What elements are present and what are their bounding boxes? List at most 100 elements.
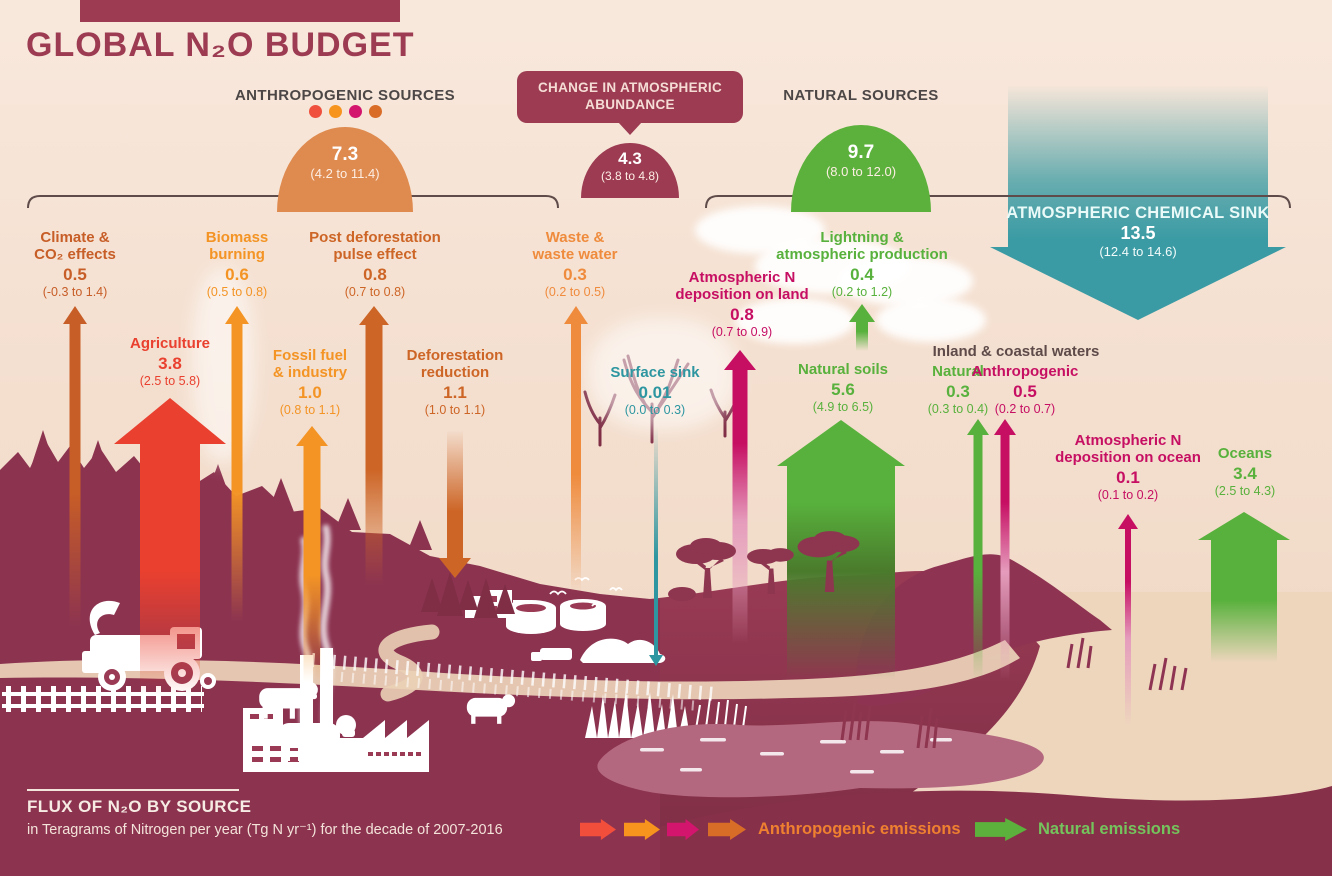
waste-truck bbox=[531, 638, 666, 663]
atmospheric-change-range: (3.8 to 4.8) bbox=[600, 169, 660, 183]
legend-arrow-magenta bbox=[667, 819, 699, 840]
legend-arrow-dark-orange bbox=[708, 819, 746, 840]
sink-value: 13.5 bbox=[1120, 223, 1156, 243]
cloud bbox=[735, 298, 855, 344]
flux-label-oceans: Oceans 3.4 (2.5 to 4.3) bbox=[1180, 445, 1310, 498]
dot-magenta bbox=[349, 105, 362, 118]
legend-arrow-orange bbox=[624, 819, 660, 840]
flux-range: (0.2 to 0.5) bbox=[544, 284, 606, 299]
crop-rows-2 bbox=[329, 671, 701, 711]
headland-grass bbox=[1066, 637, 1188, 691]
caption-divider bbox=[27, 789, 239, 791]
flux-range: (0.2 to 1.2) bbox=[831, 284, 893, 299]
flux-value: 3.4 bbox=[1233, 463, 1257, 483]
flux-value: 0.01 bbox=[638, 382, 672, 402]
flux-label-lightning: Lightning & atmospheric production 0.4 (0… bbox=[747, 229, 977, 299]
flux-label-waste-waste-water: Waste & waste water 0.3 (0.2 to 0.5) bbox=[500, 229, 650, 299]
pond-reeds bbox=[840, 701, 939, 749]
flux-label-inland-natural: Natural 0.3 (0.3 to 0.4) bbox=[903, 363, 1013, 416]
flux-value: 0.6 bbox=[225, 264, 249, 284]
flux-range: (0.2 to 0.7) bbox=[994, 401, 1056, 416]
road bbox=[0, 640, 1020, 700]
flux-label-fossil-fuel-industry: Fossil fuel & industry 1.0 (0.8 to 1.1) bbox=[235, 347, 385, 417]
bubble-line1: CHANGE IN ATMOSPHERIC bbox=[537, 80, 723, 96]
flux-range: (0.1 to 0.2) bbox=[1097, 487, 1159, 502]
page-title: GLOBAL N₂O BUDGET bbox=[26, 26, 415, 64]
flux-value: 1.0 bbox=[298, 382, 322, 402]
flux-value: 0.3 bbox=[563, 264, 587, 284]
flux-value: 5.6 bbox=[831, 379, 855, 399]
sheep bbox=[466, 694, 516, 724]
natural-soils-arrow bbox=[777, 420, 905, 696]
change-in-atmospheric-abundance-bubble: CHANGE IN ATMOSPHERIC ABUNDANCE bbox=[517, 71, 743, 123]
atmospheric-change-dome: 4.3 (3.8 to 4.8) bbox=[581, 143, 679, 198]
flux-value: 0.3 bbox=[946, 381, 970, 401]
shoreline bbox=[520, 786, 1332, 876]
flux-range: (1.0 to 1.1) bbox=[424, 402, 486, 417]
sink-title: ATMOSPHERIC CHEMICAL SINK bbox=[1006, 204, 1270, 222]
pond-glints bbox=[640, 738, 952, 774]
flux-label-natural-soils: Natural soils 5.6 (4.9 to 6.5) bbox=[758, 361, 928, 414]
natural-total-value: 9.7 bbox=[847, 142, 875, 163]
savanna-trees bbox=[668, 531, 860, 601]
flux-value: 0.8 bbox=[730, 304, 754, 324]
flux-range: (0.0 to 0.3) bbox=[624, 402, 686, 417]
legend-anthropogenic-label: Anthropogenic emissions bbox=[758, 820, 961, 838]
crop-rows bbox=[311, 653, 716, 701]
flux-range: (2.5 to 5.8) bbox=[139, 373, 201, 388]
legend-arrow-green bbox=[975, 818, 1027, 841]
caption-subtitle: in Teragrams of Nitrogen per year (Tg N … bbox=[27, 822, 503, 838]
marsh-grass bbox=[585, 690, 747, 738]
flux-value: 0.5 bbox=[1013, 381, 1037, 401]
flux-label-post-deforestation: Post deforestation pulse effect 0.8 (0.7 … bbox=[280, 229, 470, 299]
anthropogenic-sources-header: ANTHROPOGENIC SOURCES bbox=[234, 87, 456, 104]
cow-2 bbox=[278, 715, 356, 761]
flux-value: 1.1 bbox=[443, 382, 467, 402]
dot-orange bbox=[329, 105, 342, 118]
anthropogenic-total-value: 7.3 bbox=[331, 144, 359, 165]
bubble-line2: ABUNDANCE bbox=[585, 97, 675, 112]
legend-arrow-red bbox=[580, 819, 616, 840]
flux-range: (0.3 to 0.4) bbox=[927, 401, 989, 416]
dot-red bbox=[309, 105, 322, 118]
anthropogenic-dots bbox=[309, 105, 382, 118]
flux-value: 0.1 bbox=[1116, 467, 1140, 487]
flux-range: (0.7 to 0.9) bbox=[711, 324, 773, 339]
flux-range: (2.5 to 4.3) bbox=[1214, 483, 1276, 498]
top-accent-bar bbox=[80, 0, 400, 22]
oceans-arrow bbox=[1198, 512, 1290, 672]
cloud bbox=[876, 298, 986, 342]
inland-coastal-waters-header: Inland & coastal waters bbox=[932, 343, 1100, 360]
natural-bracket bbox=[705, 195, 1291, 209]
flux-range: (0.8 to 1.1) bbox=[279, 402, 341, 417]
natural-total-range: (8.0 to 12.0) bbox=[825, 164, 897, 179]
legend-natural-label: Natural emissions bbox=[1038, 820, 1181, 838]
flux-label-biomass-burning: Biomass burning 0.6 (0.5 to 0.8) bbox=[167, 229, 307, 299]
anthropogenic-total-range: (4.2 to 11.4) bbox=[310, 166, 380, 181]
flux-value: 0.5 bbox=[63, 264, 87, 284]
flux-value: 0.4 bbox=[850, 264, 874, 284]
flux-value: 3.8 bbox=[158, 353, 182, 373]
natural-sources-header: NATURAL SOURCES bbox=[783, 87, 939, 104]
foreground-pines bbox=[421, 572, 515, 618]
flux-label-inland-anthropogenic: Anthropogenic 0.5 (0.2 to 0.7) bbox=[965, 363, 1085, 416]
flux-range: (4.9 to 6.5) bbox=[812, 399, 874, 414]
cloud bbox=[838, 256, 973, 306]
flux-value: 0.8 bbox=[363, 264, 387, 284]
flux-range: (-0.3 to 1.4) bbox=[42, 284, 108, 299]
caption-title: FLUX OF N₂O BY SOURCE bbox=[27, 797, 252, 816]
flux-range: (0.7 to 0.8) bbox=[344, 284, 406, 299]
dot-dark-orange bbox=[369, 105, 382, 118]
flux-label-surface-sink: Surface sink 0.01 (0.0 to 0.3) bbox=[580, 364, 730, 417]
atmospheric-change-value: 4.3 bbox=[618, 149, 642, 168]
atmospheric-chemical-sink-label: ATMOSPHERIC CHEMICAL SINK 13.5 (12.4 to … bbox=[988, 204, 1288, 259]
flux-range: (0.5 to 0.8) bbox=[206, 284, 268, 299]
fire-smoke bbox=[588, 318, 738, 430]
fence bbox=[2, 686, 204, 712]
sink-range: (12.4 to 14.6) bbox=[1099, 244, 1177, 259]
flux-label-climate-co2-effects: Climate & CO₂ effects 0.5 (-0.3 to 1.4) bbox=[0, 229, 150, 299]
